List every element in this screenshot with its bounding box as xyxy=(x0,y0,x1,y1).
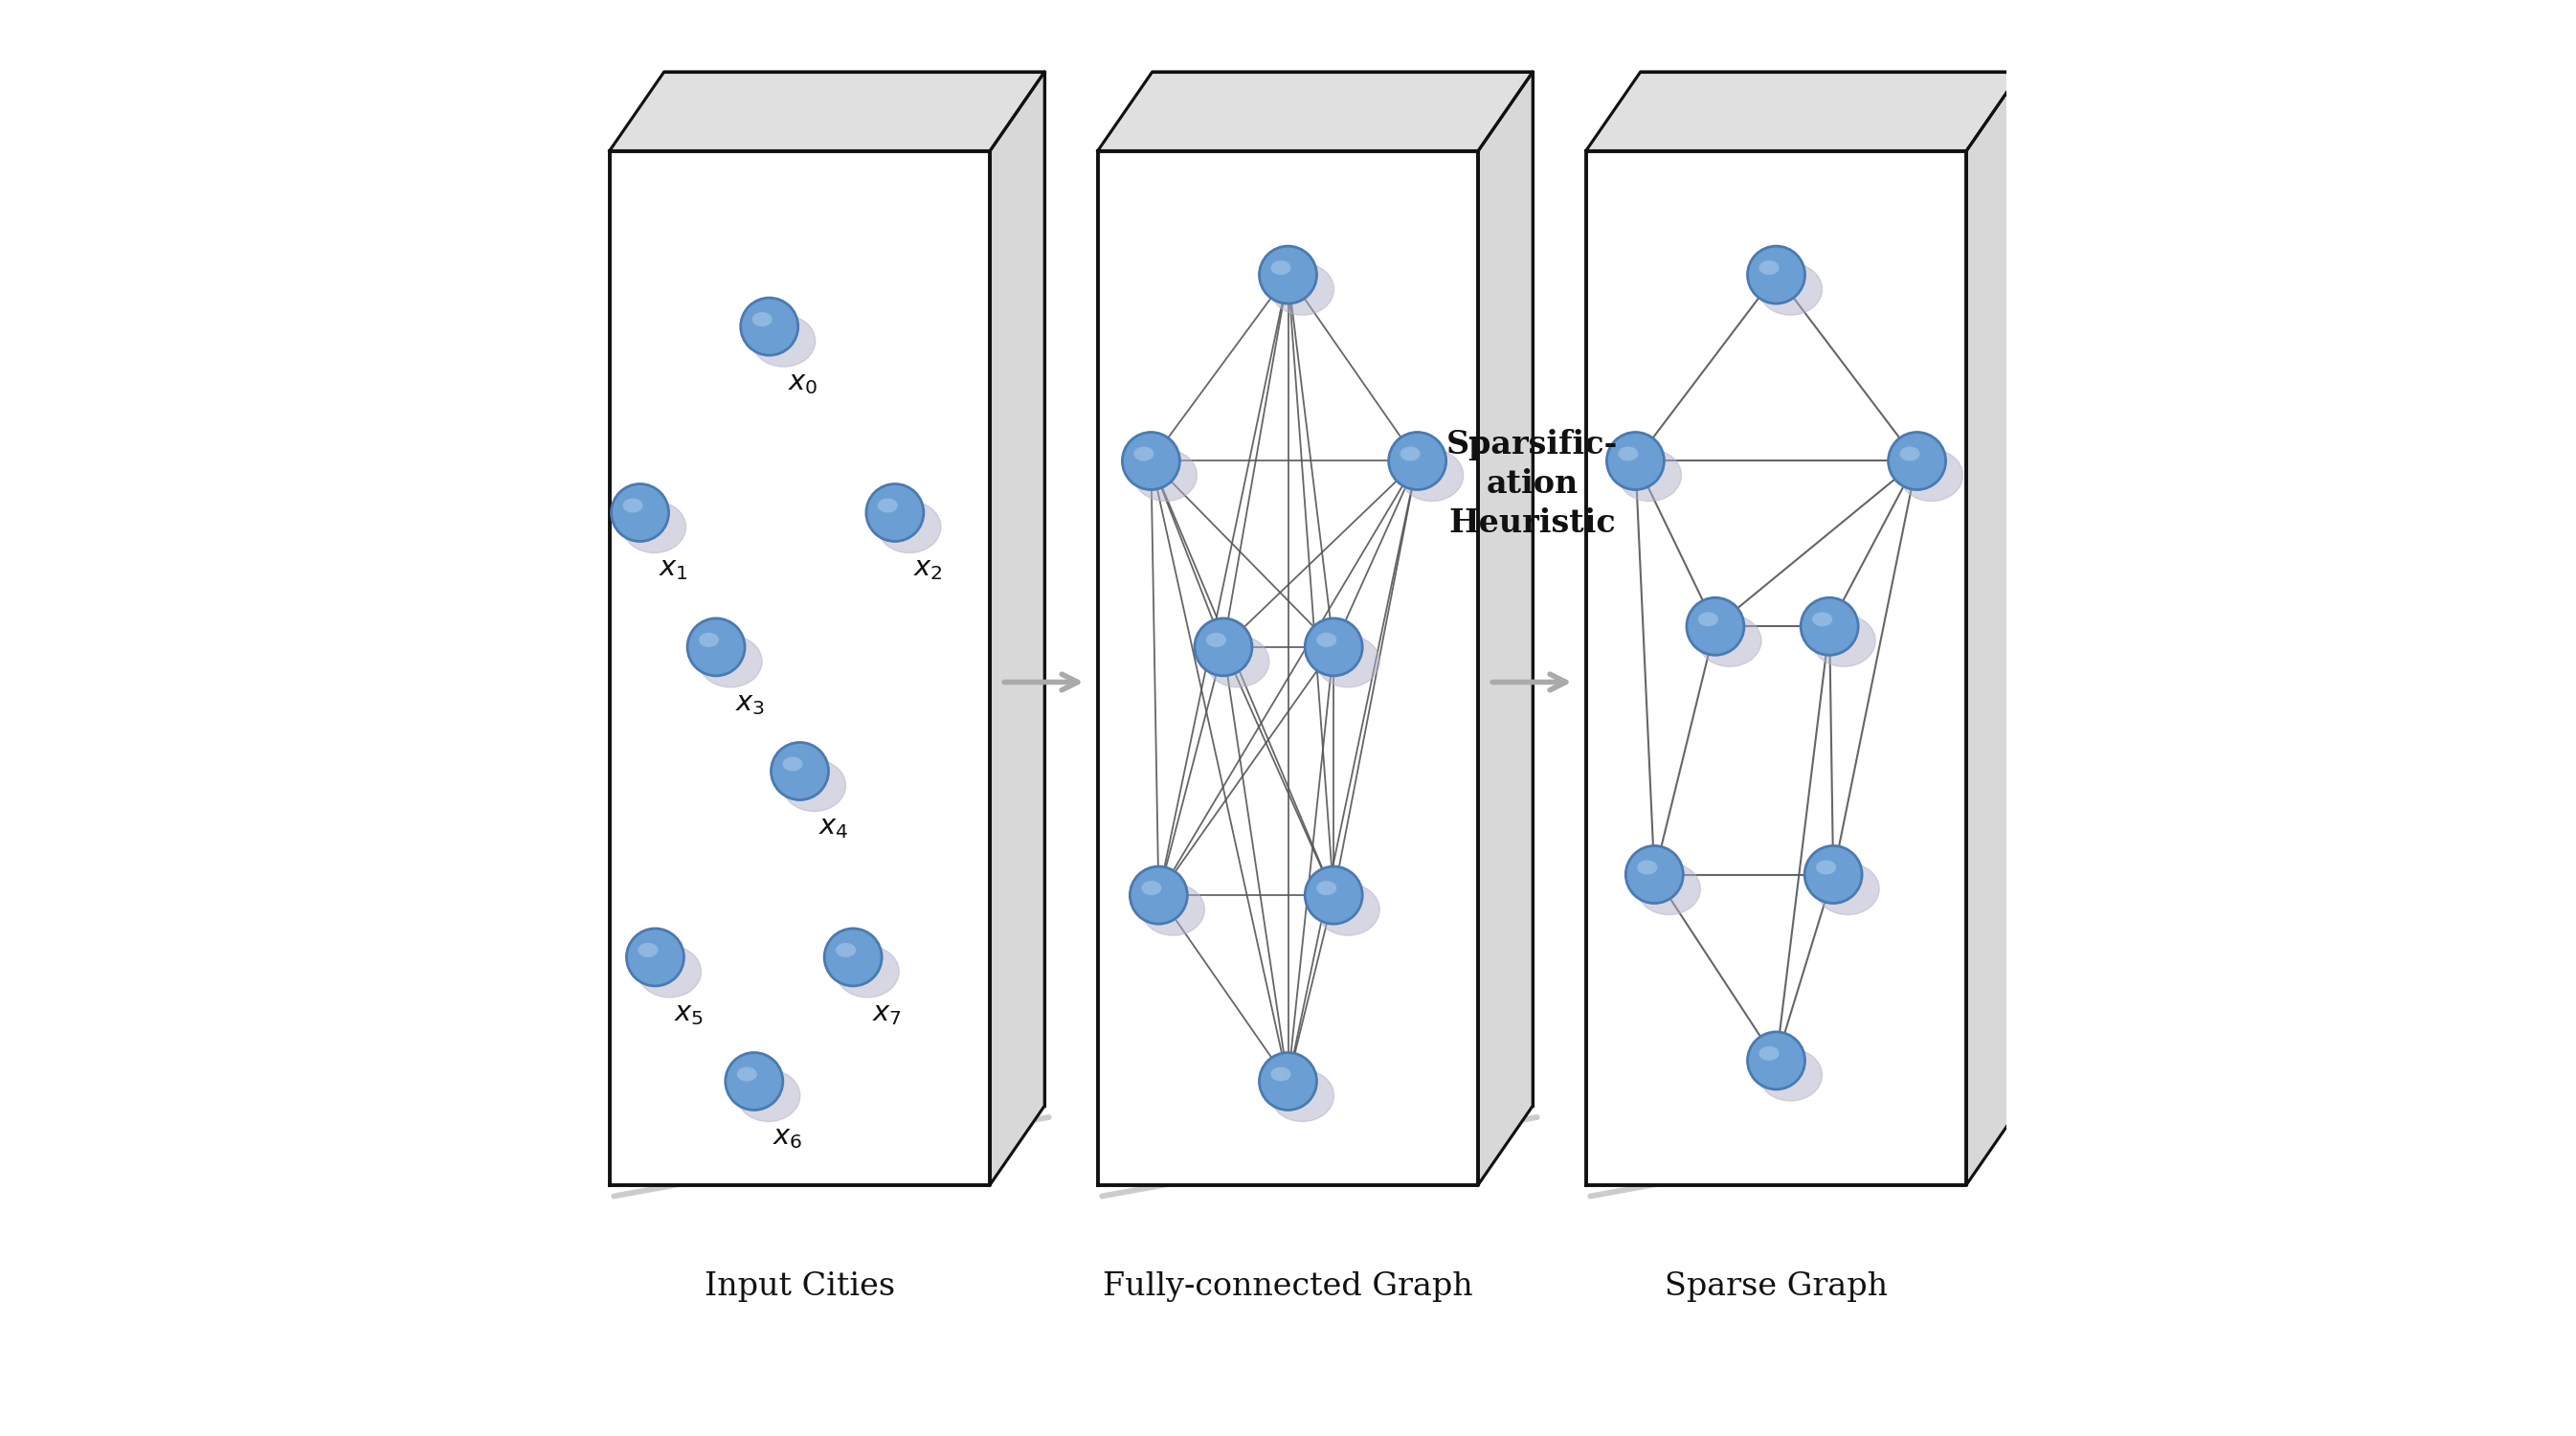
Ellipse shape xyxy=(1270,1070,1334,1122)
Ellipse shape xyxy=(1306,619,1363,676)
Ellipse shape xyxy=(1141,883,1206,935)
Ellipse shape xyxy=(1316,633,1337,648)
Ellipse shape xyxy=(1195,619,1252,676)
Text: Fully-connected Graph: Fully-connected Graph xyxy=(1103,1271,1473,1301)
Ellipse shape xyxy=(1306,866,1363,923)
Ellipse shape xyxy=(1814,615,1875,666)
Ellipse shape xyxy=(770,742,829,800)
Ellipse shape xyxy=(1759,260,1780,274)
Ellipse shape xyxy=(835,946,899,998)
Ellipse shape xyxy=(1133,449,1198,501)
Ellipse shape xyxy=(1899,449,1963,501)
Ellipse shape xyxy=(1814,612,1832,626)
Ellipse shape xyxy=(878,498,899,513)
Text: $x_5$: $x_5$ xyxy=(675,1001,703,1027)
Ellipse shape xyxy=(737,1067,757,1081)
Ellipse shape xyxy=(1638,863,1700,915)
Ellipse shape xyxy=(783,760,845,811)
Ellipse shape xyxy=(623,498,644,513)
Ellipse shape xyxy=(1806,846,1862,903)
Ellipse shape xyxy=(1899,447,1919,461)
Ellipse shape xyxy=(1270,1067,1291,1081)
Text: Sparse Graph: Sparse Graph xyxy=(1664,1271,1888,1301)
Ellipse shape xyxy=(1747,1032,1806,1090)
Text: $x_7$: $x_7$ xyxy=(871,1001,902,1027)
Ellipse shape xyxy=(752,314,814,366)
Ellipse shape xyxy=(1747,246,1806,303)
Ellipse shape xyxy=(639,946,701,998)
Polygon shape xyxy=(1097,151,1479,1185)
Polygon shape xyxy=(1479,72,1533,1185)
Ellipse shape xyxy=(1316,880,1337,895)
Ellipse shape xyxy=(1131,866,1188,923)
Ellipse shape xyxy=(1270,260,1291,274)
Text: $x_4$: $x_4$ xyxy=(819,814,850,841)
Ellipse shape xyxy=(1618,449,1682,501)
Ellipse shape xyxy=(1260,246,1316,303)
Ellipse shape xyxy=(1801,597,1857,655)
Ellipse shape xyxy=(866,484,925,541)
Ellipse shape xyxy=(783,757,804,771)
Text: $x_2$: $x_2$ xyxy=(914,556,943,583)
Ellipse shape xyxy=(878,501,940,553)
Ellipse shape xyxy=(1388,432,1445,490)
Polygon shape xyxy=(1965,72,2022,1185)
Text: $x_1$: $x_1$ xyxy=(659,556,688,583)
Ellipse shape xyxy=(1206,633,1226,648)
Ellipse shape xyxy=(698,633,719,648)
Text: $x_6$: $x_6$ xyxy=(773,1124,804,1152)
Ellipse shape xyxy=(698,636,762,688)
Ellipse shape xyxy=(1316,883,1381,935)
Ellipse shape xyxy=(752,312,773,326)
Polygon shape xyxy=(1587,151,1965,1185)
Text: $x_0$: $x_0$ xyxy=(788,369,819,396)
Ellipse shape xyxy=(1759,1050,1821,1101)
Text: Sparsific-
ation
Heuristic: Sparsific- ation Heuristic xyxy=(1445,429,1618,538)
Ellipse shape xyxy=(626,929,683,987)
Ellipse shape xyxy=(1687,597,1744,655)
Ellipse shape xyxy=(1698,612,1718,626)
Ellipse shape xyxy=(1260,1053,1316,1110)
Ellipse shape xyxy=(1888,432,1945,490)
Ellipse shape xyxy=(1816,860,1837,875)
Ellipse shape xyxy=(611,484,670,541)
Ellipse shape xyxy=(1316,636,1381,688)
Ellipse shape xyxy=(1816,863,1880,915)
Polygon shape xyxy=(989,72,1046,1185)
Ellipse shape xyxy=(1698,615,1762,666)
Ellipse shape xyxy=(1270,263,1334,314)
Polygon shape xyxy=(611,72,1046,151)
Ellipse shape xyxy=(1206,636,1270,688)
Ellipse shape xyxy=(623,501,685,553)
Ellipse shape xyxy=(1759,263,1821,314)
Ellipse shape xyxy=(688,619,744,676)
Ellipse shape xyxy=(639,943,657,958)
Text: $x_3$: $x_3$ xyxy=(734,691,765,717)
Ellipse shape xyxy=(1759,1047,1780,1061)
Ellipse shape xyxy=(824,929,881,987)
Ellipse shape xyxy=(737,1070,801,1122)
Ellipse shape xyxy=(835,943,855,958)
Ellipse shape xyxy=(1141,880,1162,895)
Ellipse shape xyxy=(1401,447,1419,461)
Ellipse shape xyxy=(1607,432,1664,490)
Ellipse shape xyxy=(1638,860,1656,875)
Text: Input Cities: Input Cities xyxy=(703,1271,894,1301)
Ellipse shape xyxy=(726,1053,783,1110)
Ellipse shape xyxy=(1618,447,1638,461)
Ellipse shape xyxy=(1625,846,1682,903)
Ellipse shape xyxy=(1401,449,1463,501)
Polygon shape xyxy=(1587,72,2022,151)
Ellipse shape xyxy=(1133,447,1154,461)
Ellipse shape xyxy=(742,297,799,355)
Polygon shape xyxy=(611,151,989,1185)
Polygon shape xyxy=(1097,72,1533,151)
Ellipse shape xyxy=(1123,432,1180,490)
